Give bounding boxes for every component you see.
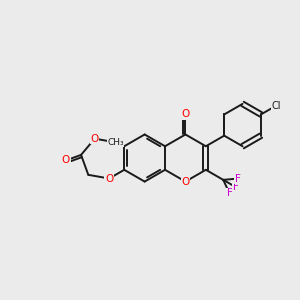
Text: Cl: Cl (271, 101, 281, 111)
Text: F: F (226, 188, 232, 198)
Text: O: O (105, 173, 113, 184)
Text: O: O (62, 155, 70, 165)
Text: O: O (181, 177, 190, 187)
Text: O: O (91, 134, 99, 144)
Text: F: F (235, 174, 241, 184)
Text: F: F (233, 182, 239, 192)
Text: O: O (181, 110, 190, 119)
Text: CH₃: CH₃ (107, 138, 124, 147)
